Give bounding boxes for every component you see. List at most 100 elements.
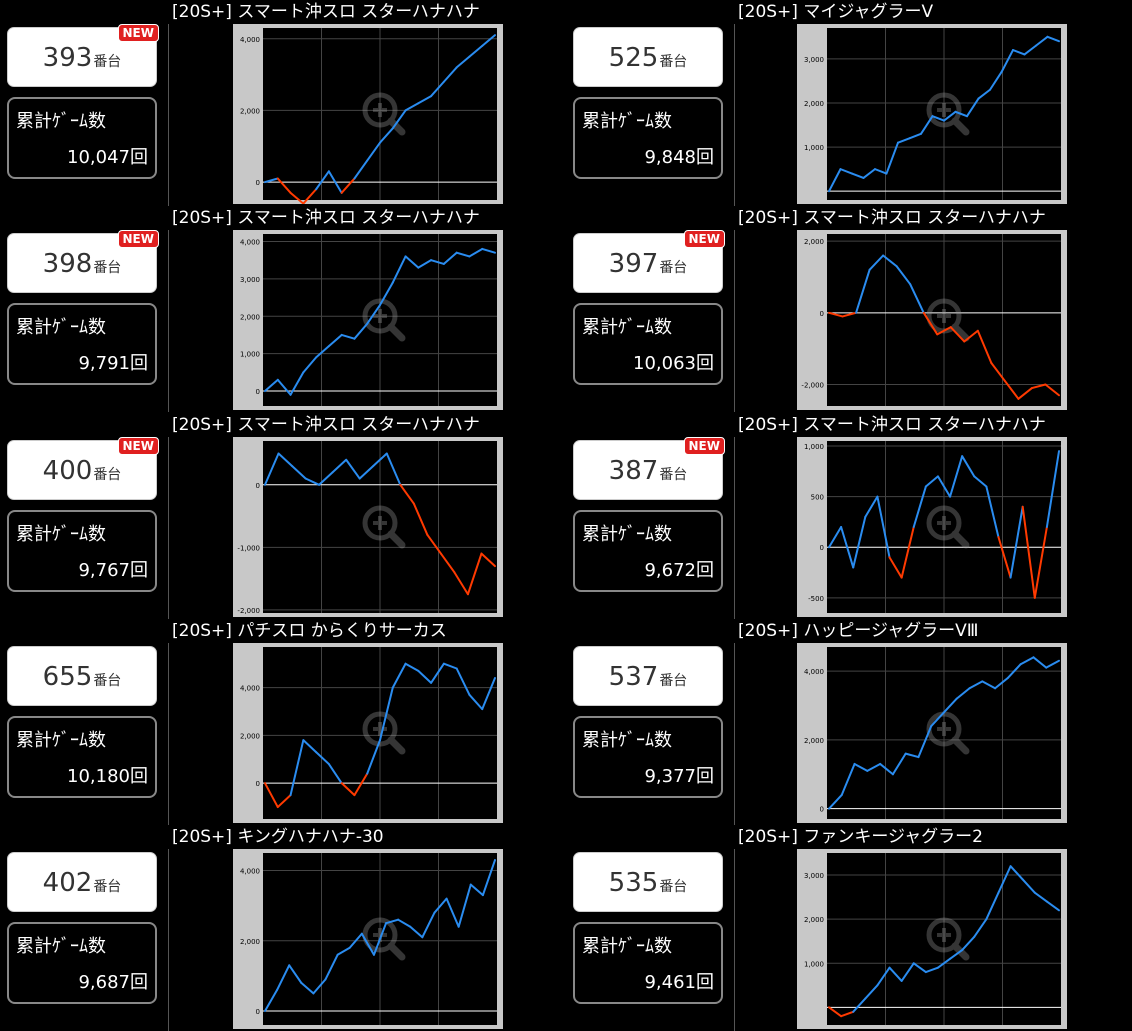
games-count-box[interactable]: 累計ｹﾞｰﾑ数 9,687回 [7,922,157,1004]
slump-chart[interactable]: -2,000 -1,000 0 [233,437,503,617]
series-segment [1044,383,1060,397]
machine-title[interactable]: [20S+] スマート沖スロ スターハナハナ [738,206,1132,231]
games-count-box[interactable]: 累計ｹﾞｰﾑ数 9,377回 [573,716,723,798]
series-segment [1046,35,1060,43]
machine-number-button[interactable]: 655番台 [7,646,157,706]
slump-chart[interactable]: 1,000 2,000 3,000 [797,849,1067,1029]
machine-title[interactable]: [20S+] マイジャグラーV [738,0,1132,25]
machine-number: 393 [42,43,93,73]
machine-number-button[interactable]: 535番台 [573,852,723,912]
machine-number-button[interactable]: 397番台 NEW [573,230,725,293]
chart-area[interactable]: 0 2,000 4,000 [168,24,567,206]
series-segment [968,680,984,690]
machine-cell: [20S+] スマート沖スロ スターハナハナ 398番台 NEW 累計ｹﾞｰﾑ数 9,7… [0,206,567,412]
series-segment [327,333,343,348]
series-segment [1045,900,1060,912]
series-segment [1030,383,1047,390]
machine-number-button[interactable]: 387番台 NEW [573,437,725,500]
series-segment [372,922,388,956]
series-segment [353,322,369,340]
series-segment [404,255,420,269]
machine-number: 655 [42,662,93,692]
machine-title[interactable]: [20S+] ハッピージャグラーVⅢ [738,619,1132,644]
slump-chart[interactable]: 0 2,000 4,000 [797,643,1067,823]
machine-cell: [20S+] マイジャグラーV 525番台累計ｹﾞｰﾑ数 9,848回 1,000 2,… [566,0,1132,206]
series-segment [481,247,496,254]
slump-chart[interactable]: -2,000 0 2,000 [797,230,1067,410]
machine-title[interactable]: [20S+] スマート沖スロ スターハナハナ [172,413,566,438]
y-tick-label: 0 [256,482,260,490]
machine-number-button[interactable]: 402番台 [7,852,157,912]
games-count-box[interactable]: 累計ｹﾞｰﾑ数 9,848回 [573,97,723,179]
slump-chart[interactable]: 0 2,000 4,000 [233,849,503,1029]
series-segment [949,949,964,960]
chart-area[interactable]: 0 2,000 4,000 [168,643,567,825]
machine-title[interactable]: [20S+] ファンキージャグラー2 [738,825,1132,850]
machine-number-button[interactable]: 537番台 [573,646,723,706]
games-count-box[interactable]: 累計ｹﾞｰﾑ数 9,767回 [7,510,157,592]
machine-title[interactable]: [20S+] スマート沖スロ スターハナハナ [172,206,566,231]
games-label: 累計ｹﾞｰﾑ数 [16,936,106,957]
chart-area[interactable]: 0 2,000 4,000 [168,849,567,1031]
chart-svg: 1,000 2,000 3,000 [804,28,1061,200]
series-segment [1045,450,1060,528]
games-count-box[interactable]: 累計ｹﾞｰﾑ数 9,791回 [7,303,157,385]
slump-chart[interactable]: -500 0 500 1,000 [797,437,1067,617]
series-segment [345,458,361,480]
series-segment [840,762,856,796]
chart-area[interactable]: -2,000 0 2,000 [734,230,1132,412]
series-segment [990,362,1006,382]
series-segment [1017,387,1033,400]
series-segment [276,964,291,991]
chart-area[interactable]: -500 0 500 1,000 [734,437,1132,619]
games-count-box[interactable]: 累計ｹﾞｰﾑ数 10,063回 [573,303,723,385]
machine-number-button[interactable]: 400番台 NEW [7,437,159,500]
machine-number-button[interactable]: 525番台 [573,27,723,87]
series-segment [379,686,394,742]
series-segment [1019,656,1035,666]
series-segment [366,141,381,162]
series-segment [409,925,424,939]
series-segment [353,772,369,797]
slump-chart[interactable]: 0 2,000 4,000 [233,643,503,823]
chart-area[interactable]: 1,000 2,000 3,000 [734,849,1132,1031]
machine-number-button[interactable]: 393番台 NEW [7,24,159,87]
series-segment [340,177,356,194]
y-tick-label: 3,000 [804,56,824,64]
series-segment [421,911,436,939]
games-count-box[interactable]: 累計ｹﾞｰﾑ数 9,672回 [573,510,723,592]
series-segment [954,110,968,118]
chart-area[interactable]: 0 1,000 2,000 3,000 4,000 [168,230,567,412]
new-badge: NEW [117,24,159,42]
series-segment [289,191,305,204]
slump-chart[interactable]: 0 2,000 4,000 [233,24,503,204]
machine-title[interactable]: [20S+] スマート沖スロ スターハナハナ [738,413,1132,438]
games-count-box[interactable]: 累計ｹﾞｰﾑ数 9,461回 [573,922,723,1004]
machine-title[interactable]: [20S+] キングハナハナ-30 [172,825,566,850]
series-segment [468,44,484,58]
machine-title[interactable]: [20S+] スマート沖スロ スターハナハナ [172,0,566,25]
series-segment [1012,49,1026,56]
machine-cell: [20S+] キングハナハナ-30 402番台累計ｹﾞｰﾑ数 9,687回 0 2,00… [0,825,567,1031]
series-segment [336,946,351,956]
games-count-box[interactable]: 累計ｹﾞｰﾑ数 10,180回 [7,716,157,798]
series-segment [331,458,348,474]
series-segment [866,762,882,772]
chart-area[interactable]: 0 2,000 4,000 [734,643,1132,825]
series-segment [930,711,945,728]
series-segment [264,988,279,1012]
machine-number: 397 [608,249,659,279]
slump-chart[interactable]: 0 1,000 2,000 3,000 4,000 [233,230,503,410]
series-segment [360,932,375,956]
machine-title[interactable]: [20S+] パチスロ からくりサーカス [172,619,566,644]
chart-area[interactable]: -2,000 -1,000 0 [168,437,567,619]
series-segment [963,329,979,343]
machine-number-button[interactable]: 398番台 NEW [7,230,159,293]
series-segment [885,141,899,175]
slump-chart[interactable]: 1,000 2,000 3,000 [797,24,1067,204]
chart-area[interactable]: 1,000 2,000 3,000 [734,24,1132,206]
series-segment [922,311,939,336]
series-segment [1003,379,1020,400]
games-count-box[interactable]: 累計ｹﾞｰﾑ数 10,047回 [7,97,157,179]
chart-svg: 0 2,000 4,000 [240,853,497,1025]
